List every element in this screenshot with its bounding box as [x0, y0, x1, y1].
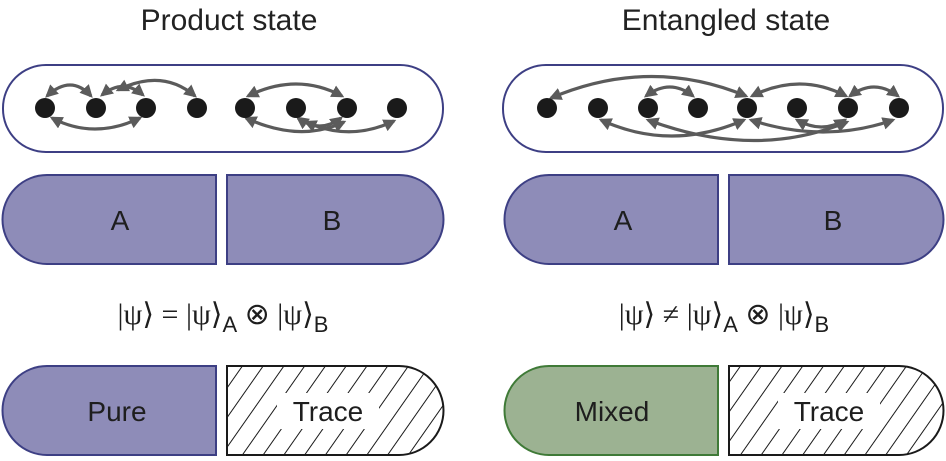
- subsystem-b-label: B: [824, 205, 843, 236]
- particle-dot: [286, 98, 306, 118]
- interaction-arrows: [45, 78, 397, 134]
- particle-dot: [136, 98, 156, 118]
- interaction-arrow: [115, 78, 197, 98]
- particle-dot: [187, 98, 207, 118]
- subsystem-a-label: A: [614, 205, 633, 236]
- panel-title: Entangled state: [622, 4, 831, 37]
- particle-chain-box: [2, 64, 444, 153]
- particles: [35, 98, 407, 118]
- particle-dot: [787, 98, 807, 118]
- particle-dot: [537, 98, 557, 118]
- subsystem-b-label: B: [323, 205, 342, 236]
- state-formula: |ψ⟩ = |ψ⟩A ⊗ |ψ⟩B: [118, 298, 329, 339]
- particle-dot: [737, 98, 757, 118]
- formula-operator: ≠: [663, 298, 679, 331]
- formula-subscript-b: B: [815, 312, 830, 337]
- formula-operator: =: [162, 298, 179, 331]
- interaction-arrows: [548, 74, 901, 143]
- formula-ket-a: |ψ⟩: [186, 298, 223, 331]
- particle-dot: [35, 98, 55, 118]
- formula-ket-a: |ψ⟩: [687, 298, 724, 331]
- subsystem-a: [1, 174, 217, 265]
- reduced-state-mixed: [503, 365, 719, 456]
- formula-lhs: |ψ⟩: [118, 298, 155, 331]
- subsystem-b: [226, 174, 445, 265]
- particle-dot: [235, 98, 255, 118]
- particle-dot: [638, 98, 658, 118]
- subsystem-b: [728, 174, 945, 265]
- interaction-arrow: [748, 117, 896, 134]
- trace-label-backdrop: [277, 393, 379, 429]
- reduced-state-pure: [1, 365, 217, 456]
- formula-ket-b: |ψ⟩: [778, 298, 815, 331]
- trace-label: Trace: [794, 396, 865, 427]
- interaction-arrow: [749, 82, 849, 98]
- formula-subscript-a: A: [222, 312, 237, 337]
- product-state-panel: Product state A B |ψ⟩ = |ψ: [1, 4, 445, 456]
- interaction-arrow: [245, 82, 345, 98]
- state-formula: |ψ⟩ ≠ |ψ⟩A ⊗ |ψ⟩B: [619, 298, 829, 339]
- particle-dot: [387, 98, 407, 118]
- interaction-arrow: [303, 119, 397, 134]
- particle-dot: [838, 98, 858, 118]
- subsystem-a: [503, 174, 719, 265]
- particle-dot: [337, 98, 357, 118]
- formula-tensor: ⊗: [745, 298, 770, 331]
- pure-label: Pure: [87, 396, 146, 427]
- formula-tensor: ⊗: [245, 298, 270, 331]
- interaction-arrow: [794, 118, 848, 131]
- interaction-arrow: [49, 116, 143, 131]
- particles: [537, 98, 909, 118]
- formula-lhs: |ψ⟩: [619, 298, 656, 331]
- formula-subscript-a: A: [723, 312, 738, 337]
- formula-ket-b: |ψ⟩: [277, 298, 314, 331]
- interaction-arrow: [847, 84, 901, 98]
- trace-label: Trace: [293, 396, 364, 427]
- particle-dot: [688, 98, 708, 118]
- panel-title: Product state: [141, 4, 318, 37]
- interaction-arrow: [548, 74, 749, 100]
- particle-dot: [889, 98, 909, 118]
- interaction-arrow: [45, 83, 93, 98]
- trace-label-backdrop: [778, 393, 880, 429]
- formula-subscript-b: B: [314, 312, 329, 337]
- particle-dot: [86, 98, 106, 118]
- subsystem-a-label: A: [111, 205, 130, 236]
- interaction-arrow: [643, 84, 696, 98]
- entangled-state-panel: Entangled state A B |ψ⟩ ≠: [502, 4, 945, 456]
- particle-dot: [588, 98, 608, 118]
- mixed-label: Mixed: [575, 396, 650, 427]
